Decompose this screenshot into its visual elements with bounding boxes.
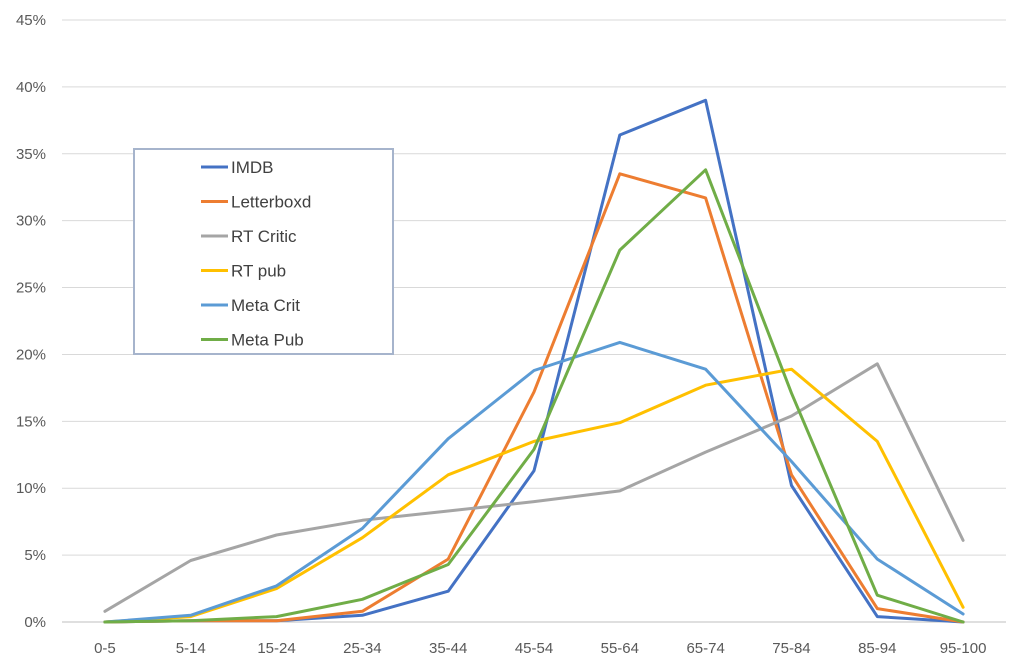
series-line-rt-pub	[103, 367, 965, 624]
legend-label-rt-critic: RT Critic	[231, 227, 297, 246]
legend-box	[133, 148, 394, 355]
y-tick-label: 35%	[16, 146, 46, 163]
legend-label-imdb: IMDB	[231, 158, 274, 177]
x-tick-label: 5-14	[176, 640, 206, 657]
y-axis-tick-labels: 0% 5% 10% 15% 20% 25% 30% 35% 40% 45%	[16, 12, 46, 631]
y-tick-label: 5%	[24, 547, 46, 564]
legend: IMDB Letterboxd RT Critic RT pub Meta Crit Me…	[133, 148, 394, 355]
legend-label-meta-pub: Meta Pub	[231, 331, 304, 350]
series-lines	[103, 98, 965, 624]
x-tick-label: 15-24	[257, 640, 295, 657]
legend-label-meta-crit: Meta Crit	[231, 296, 300, 315]
legend-label-letterboxd: Letterboxd	[231, 193, 311, 212]
x-tick-label: 65-74	[686, 640, 724, 657]
series-line-meta-crit	[103, 340, 965, 624]
x-tick-label: 35-44	[429, 640, 467, 657]
x-tick-label: 95-100	[940, 640, 987, 657]
series-line-rt-critic	[103, 362, 965, 613]
x-tick-label: 25-34	[343, 640, 381, 657]
x-axis-tick-labels: 0-5 5-14 15-24 25-34 35-44 45-54 55-64 65-74 75-…	[94, 640, 986, 657]
y-tick-label: 45%	[16, 12, 46, 29]
y-tick-label: 40%	[16, 79, 46, 96]
series-line-letterboxd	[103, 172, 965, 624]
x-tick-label: 75-84	[772, 640, 810, 657]
x-tick-label: 0-5	[94, 640, 116, 657]
series-line-meta-pub	[103, 168, 965, 624]
y-tick-label: 25%	[16, 280, 46, 297]
y-tick-label: 15%	[16, 413, 46, 430]
y-tick-label: 10%	[16, 480, 46, 497]
x-tick-label: 45-54	[515, 640, 553, 657]
y-tick-label: 30%	[16, 213, 46, 230]
y-tick-label: 20%	[16, 346, 46, 363]
x-tick-label: 55-64	[601, 640, 639, 657]
x-tick-label: 85-94	[858, 640, 896, 657]
legend-label-rt-pub: RT pub	[231, 262, 286, 281]
y-tick-label: 0%	[24, 614, 46, 631]
